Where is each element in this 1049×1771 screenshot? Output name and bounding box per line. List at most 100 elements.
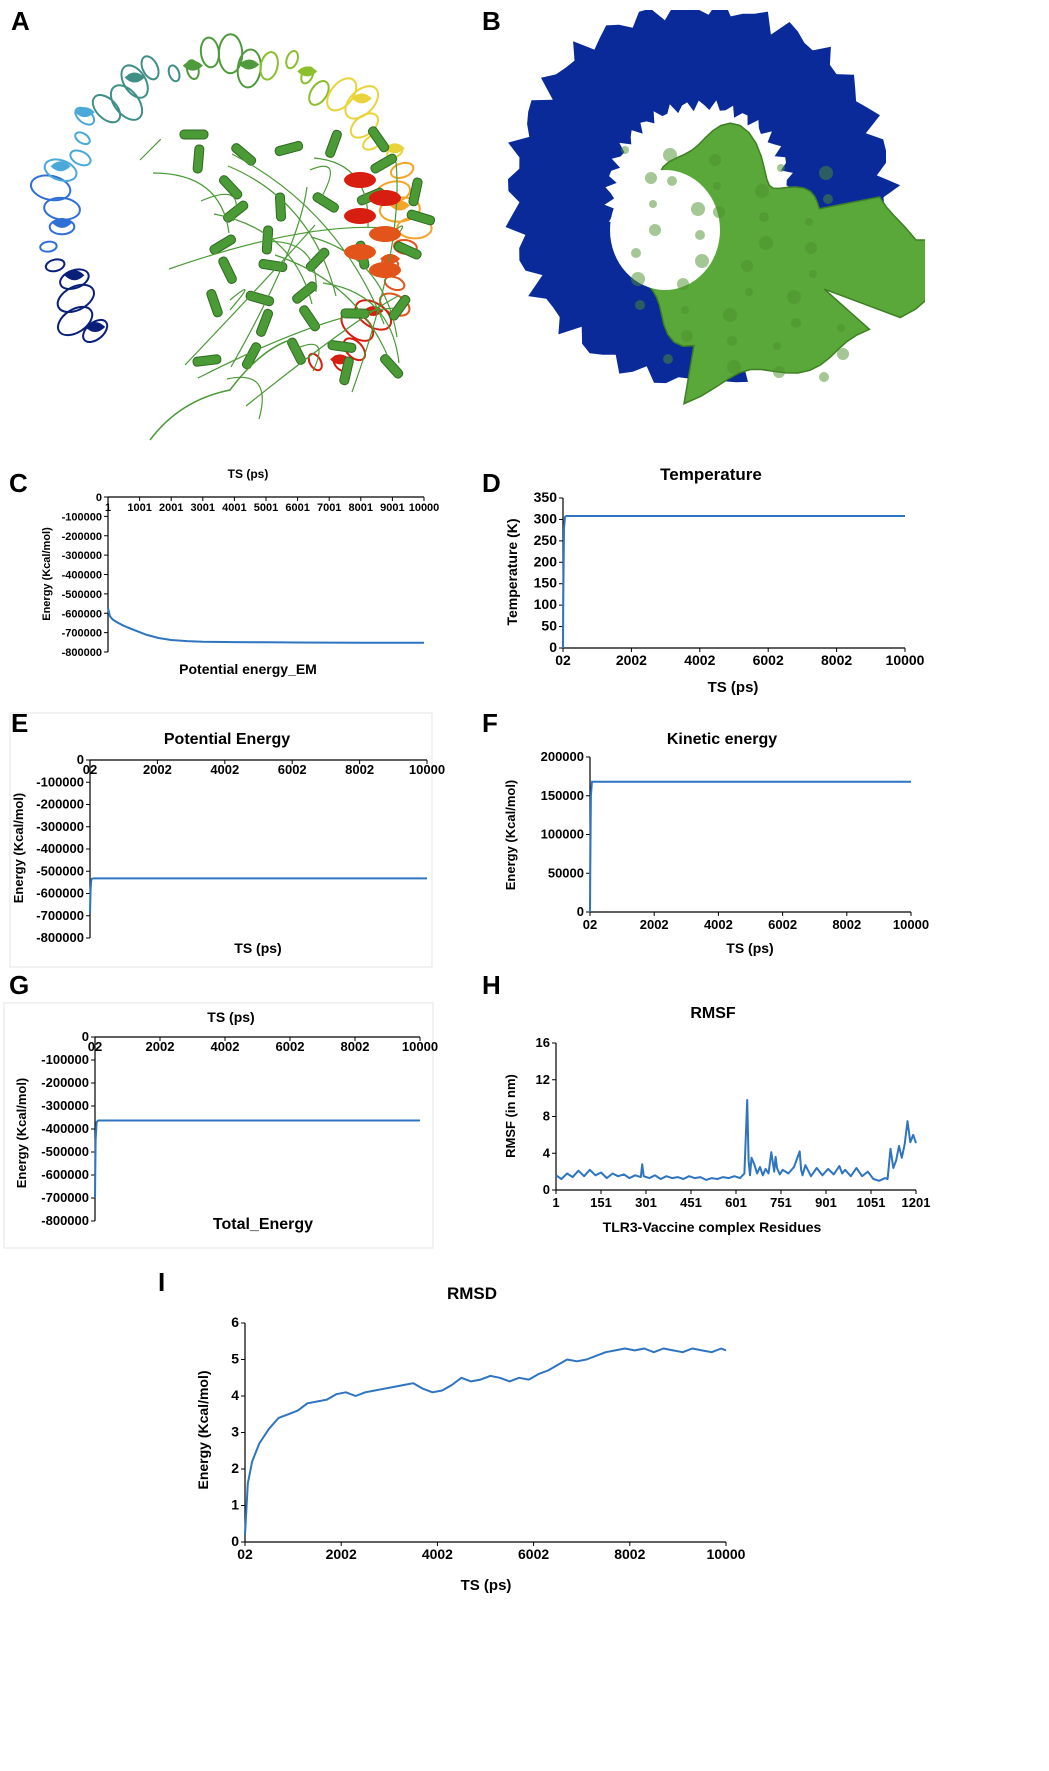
y-tick-label: 0 <box>231 1533 239 1549</box>
x-tick-label: 2002 <box>616 652 647 668</box>
chart-e: 0 -100000 -200000 -300000 -400000 -500000 -600… <box>9 712 445 968</box>
ribbon-helix <box>218 175 243 200</box>
x-axis-label: TS (ps) <box>228 467 269 481</box>
ribbon-helix <box>192 354 222 367</box>
ribbon-helix <box>182 60 203 71</box>
y-tick-label: 1 <box>231 1497 239 1513</box>
y-tick-label: 0 <box>96 492 102 504</box>
ribbon-helix <box>344 172 376 188</box>
ribbon-coil <box>43 158 78 182</box>
chart-h: 16 12 8 4 01 151 301 451 601 751 901 1051 1201 RMSF TL… <box>503 1005 930 1235</box>
ribbon-loop <box>139 139 161 161</box>
y-tick-label: -200000 <box>62 531 102 543</box>
panel-letter-a: A <box>11 6 30 36</box>
ribbon-helix <box>297 66 318 77</box>
ribbon-helix <box>339 356 354 386</box>
chart-title: RMSF <box>690 1005 736 1022</box>
y-axis-label: Energy (Kcal/mol) <box>503 780 518 891</box>
ribbon-coil <box>326 77 358 112</box>
y-tick-label: -200000 <box>36 797 84 812</box>
ribbon-helix <box>85 321 106 332</box>
x-tick-label: 02 <box>83 762 97 777</box>
surface-texture <box>645 172 657 184</box>
ribbon-helix <box>312 192 339 213</box>
surface-texture <box>727 360 741 374</box>
y-tick-label: -600000 <box>41 1167 89 1182</box>
x-tick-label: 8002 <box>832 917 861 932</box>
y-tick-label: 4 <box>543 1145 551 1160</box>
ribbon-helix <box>369 262 401 278</box>
y-tick-label: 350 <box>534 489 558 505</box>
ribbon-coil <box>44 258 66 273</box>
y-tick-label: 250 <box>534 532 558 548</box>
y-axis-label: RMSF (in nm) <box>503 1074 518 1158</box>
x-tick-label: 10000 <box>707 1546 746 1562</box>
series-line <box>94 1119 420 1199</box>
x-tick-label: 10000 <box>409 502 440 514</box>
y-tick-label: 0 <box>77 752 84 767</box>
ribbon-helix <box>64 270 85 281</box>
ribbon-coil <box>344 85 380 120</box>
surface-texture <box>713 206 725 218</box>
ribbon-coil <box>308 80 330 106</box>
ribbon-loop <box>200 193 237 222</box>
ribbon-helix <box>124 72 145 83</box>
y-tick-label: -800000 <box>36 930 84 945</box>
y-tick-label: 100000 <box>541 827 584 842</box>
surface-texture <box>635 300 645 310</box>
ribbon-helix <box>179 129 209 140</box>
ribbon-coil <box>30 174 72 202</box>
surface-cavity <box>610 170 720 290</box>
y-tick-label: 8 <box>543 1109 550 1124</box>
ribbon-helix <box>245 290 275 307</box>
x-tick-label: 6002 <box>278 762 307 777</box>
y-tick-label: -500000 <box>62 589 102 601</box>
y-tick-label: -700000 <box>62 628 102 640</box>
ribbon-coil <box>259 51 279 81</box>
chart-title: Potential energy_EM <box>179 661 317 677</box>
ribbon-helix <box>344 244 376 260</box>
y-tick-label: 150 <box>534 575 558 591</box>
surface-texture <box>819 372 829 382</box>
ribbon-loop <box>274 254 396 376</box>
ribbon-coil <box>167 64 181 83</box>
chart-title: Temperature <box>660 465 762 484</box>
x-tick-label: 10000 <box>409 762 445 777</box>
x-tick-label: 2001 <box>159 502 183 514</box>
surface-texture <box>723 308 737 322</box>
ribbon-helix <box>218 256 237 284</box>
surface-texture <box>805 242 817 254</box>
ribbon-helix <box>384 143 405 154</box>
surface-texture <box>791 318 801 328</box>
ribbon-helix <box>367 126 390 153</box>
chart-title: Total_Energy <box>213 1216 313 1233</box>
surface-texture <box>741 260 753 272</box>
ribbon-coil <box>389 161 415 179</box>
y-tick-label: -500000 <box>41 1144 89 1159</box>
ribbon-loop <box>184 224 316 366</box>
series-line <box>589 780 911 913</box>
surface-texture <box>727 336 737 346</box>
ribbon-helix <box>327 340 357 353</box>
surface-texture <box>691 202 705 216</box>
y-tick-label: 0 <box>549 639 557 655</box>
ribbon-loop <box>226 376 263 420</box>
x-tick-label: 4002 <box>210 762 239 777</box>
surface-texture <box>777 164 785 172</box>
series-line <box>562 515 905 649</box>
ribbon-loop <box>290 343 320 372</box>
y-tick-label: 200 <box>534 553 558 569</box>
x-tick-label: 8002 <box>341 1039 370 1054</box>
ribbon-coil <box>91 94 122 124</box>
x-tick-label: 1201 <box>902 1195 931 1210</box>
surface-texture <box>663 148 677 162</box>
y-axis-label: Energy (Kcal/mol) <box>14 1078 29 1189</box>
x-tick-label: 1051 <box>857 1195 886 1210</box>
ribbon-helix <box>274 192 287 222</box>
ribbon-coil <box>74 131 91 146</box>
x-axis-label: TS (ps) <box>207 1009 254 1025</box>
y-tick-label: -500000 <box>36 863 84 878</box>
ribbon-loop <box>261 241 317 293</box>
series-line <box>107 608 424 644</box>
